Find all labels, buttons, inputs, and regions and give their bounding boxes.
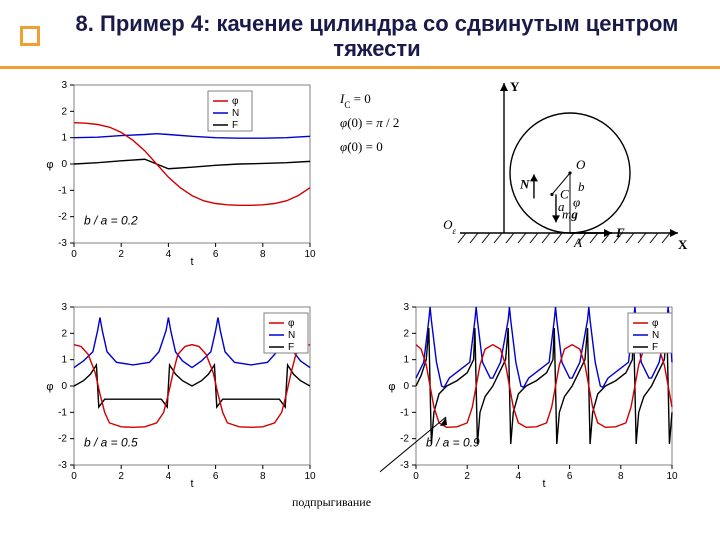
svg-text:t: t bbox=[542, 478, 545, 489]
svg-text:3: 3 bbox=[403, 302, 409, 313]
svg-text:-1: -1 bbox=[400, 407, 409, 418]
svg-text:4: 4 bbox=[166, 471, 172, 482]
svg-text:b / a = 0.2: b / a = 0.2 bbox=[84, 214, 138, 228]
svg-text:A: A bbox=[573, 235, 582, 250]
svg-text:-1: -1 bbox=[58, 185, 67, 196]
diagram-cylinder: IC = 0φ(0) = π / 2φ̇(0) = 0YXOεOCbaφANmg… bbox=[330, 73, 690, 283]
svg-text:1: 1 bbox=[403, 355, 409, 366]
svg-text:0: 0 bbox=[61, 381, 67, 392]
svg-text:b / a = 0.5: b / a = 0.5 bbox=[84, 436, 138, 450]
svg-text:0: 0 bbox=[71, 471, 77, 482]
chart-top-left: 0246810-3-2-10123tφb / a = 0.2φNF bbox=[38, 77, 318, 267]
svg-text:0: 0 bbox=[61, 159, 67, 170]
svg-text:8: 8 bbox=[618, 471, 624, 482]
svg-text:F: F bbox=[288, 342, 294, 353]
svg-text:φ̇(0) = 0: φ̇(0) = 0 bbox=[340, 139, 383, 154]
svg-text:8: 8 bbox=[260, 471, 266, 482]
svg-text:-3: -3 bbox=[400, 460, 409, 471]
svg-text:-2: -2 bbox=[400, 434, 409, 445]
svg-text:φ: φ bbox=[288, 318, 295, 329]
svg-text:φ: φ bbox=[232, 96, 239, 107]
svg-text:4: 4 bbox=[516, 471, 522, 482]
svg-text:1: 1 bbox=[61, 355, 67, 366]
svg-text:10: 10 bbox=[666, 471, 678, 482]
svg-text:φ(0) = π / 2: φ(0) = π / 2 bbox=[340, 115, 399, 130]
chart-bottom-right: 0246810-3-2-10123tφb / a = 0.9φNF подпры… bbox=[380, 299, 680, 489]
arrow-label: подпрыгивание bbox=[292, 495, 371, 510]
svg-text:-3: -3 bbox=[58, 238, 67, 249]
svg-text:2: 2 bbox=[61, 106, 67, 117]
svg-text:1: 1 bbox=[61, 133, 67, 144]
svg-text:3: 3 bbox=[61, 80, 67, 91]
svg-text:-2: -2 bbox=[58, 212, 67, 223]
svg-text:φ: φ bbox=[46, 381, 53, 393]
svg-text:8: 8 bbox=[260, 249, 266, 260]
svg-text:2: 2 bbox=[118, 249, 124, 260]
title-bar: 8. Пример 4: качение цилиндра со сдвинут… bbox=[0, 0, 720, 69]
svg-text:F: F bbox=[232, 120, 238, 131]
svg-text:10: 10 bbox=[304, 471, 316, 482]
page-title: 8. Пример 4: качение цилиндра со сдвинут… bbox=[54, 11, 700, 62]
svg-text:2: 2 bbox=[61, 328, 67, 339]
title-bullet bbox=[20, 26, 40, 46]
svg-text:6: 6 bbox=[213, 471, 219, 482]
svg-text:-3: -3 bbox=[58, 460, 67, 471]
svg-text:6: 6 bbox=[213, 249, 219, 260]
svg-text:X: X bbox=[678, 237, 688, 252]
svg-text:-1: -1 bbox=[58, 407, 67, 418]
svg-text:Oε: Oε bbox=[443, 217, 456, 236]
svg-text:0: 0 bbox=[413, 471, 419, 482]
svg-text:Y: Y bbox=[510, 79, 520, 94]
svg-text:N: N bbox=[652, 330, 659, 341]
svg-text:F: F bbox=[652, 342, 658, 353]
svg-text:0: 0 bbox=[71, 249, 77, 260]
svg-text:4: 4 bbox=[166, 249, 172, 260]
svg-text:φ: φ bbox=[388, 381, 395, 393]
svg-text:φ: φ bbox=[652, 318, 659, 329]
svg-text:mg: mg bbox=[562, 206, 578, 221]
svg-text:3: 3 bbox=[61, 302, 67, 313]
svg-text:t: t bbox=[190, 256, 193, 267]
svg-text:N: N bbox=[232, 108, 239, 119]
svg-text:t: t bbox=[190, 478, 193, 489]
svg-text:10: 10 bbox=[304, 249, 316, 260]
svg-text:F: F bbox=[615, 225, 625, 240]
svg-text:O: O bbox=[576, 157, 586, 172]
svg-text:b / a = 0.9: b / a = 0.9 bbox=[426, 436, 480, 450]
svg-text:2: 2 bbox=[118, 471, 124, 482]
content-area: 0246810-3-2-10123tφb / a = 0.2φNF IC = 0… bbox=[0, 69, 720, 549]
svg-text:0: 0 bbox=[403, 381, 409, 392]
svg-text:2: 2 bbox=[403, 328, 409, 339]
svg-text:IC = 0: IC = 0 bbox=[339, 91, 371, 110]
chart-bottom-left: 0246810-3-2-10123tφb / a = 0.5φNF bbox=[38, 299, 318, 489]
svg-text:φ: φ bbox=[46, 159, 53, 171]
svg-text:b: b bbox=[578, 179, 585, 194]
svg-text:6: 6 bbox=[567, 471, 573, 482]
svg-text:-2: -2 bbox=[58, 434, 67, 445]
svg-text:N: N bbox=[288, 330, 295, 341]
svg-text:2: 2 bbox=[464, 471, 470, 482]
svg-text:N: N bbox=[519, 176, 530, 191]
